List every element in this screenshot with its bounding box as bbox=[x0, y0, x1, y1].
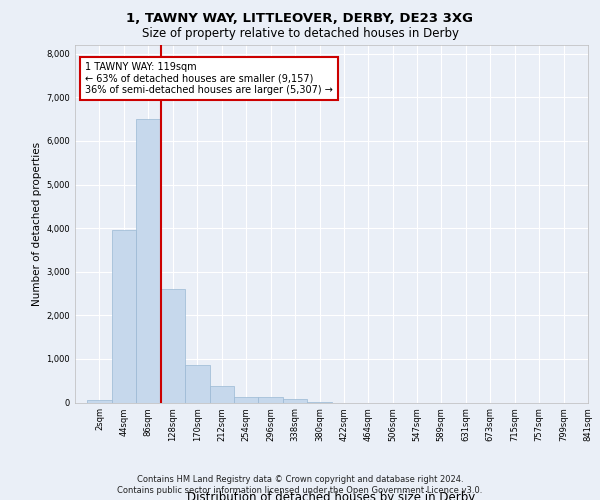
Bar bbox=[112, 230, 136, 402]
Bar bbox=[259, 398, 283, 402]
Bar bbox=[87, 400, 112, 402]
X-axis label: Distribution of detached houses by size in Derby: Distribution of detached houses by size … bbox=[187, 492, 476, 500]
Bar bbox=[283, 400, 307, 402]
Text: 1, TAWNY WAY, LITTLEOVER, DERBY, DE23 3XG: 1, TAWNY WAY, LITTLEOVER, DERBY, DE23 3X… bbox=[127, 12, 473, 24]
Bar bbox=[136, 119, 161, 403]
Bar bbox=[209, 386, 234, 402]
Bar bbox=[234, 398, 259, 402]
Text: Contains HM Land Registry data © Crown copyright and database right 2024.: Contains HM Land Registry data © Crown c… bbox=[137, 475, 463, 484]
Y-axis label: Number of detached properties: Number of detached properties bbox=[32, 142, 42, 306]
Text: Size of property relative to detached houses in Derby: Size of property relative to detached ho… bbox=[142, 28, 458, 40]
Text: Contains public sector information licensed under the Open Government Licence v3: Contains public sector information licen… bbox=[118, 486, 482, 495]
Bar bbox=[161, 289, 185, 403]
Text: 1 TAWNY WAY: 119sqm
← 63% of detached houses are smaller (9,157)
36% of semi-det: 1 TAWNY WAY: 119sqm ← 63% of detached ho… bbox=[85, 62, 332, 95]
Bar bbox=[185, 366, 209, 403]
